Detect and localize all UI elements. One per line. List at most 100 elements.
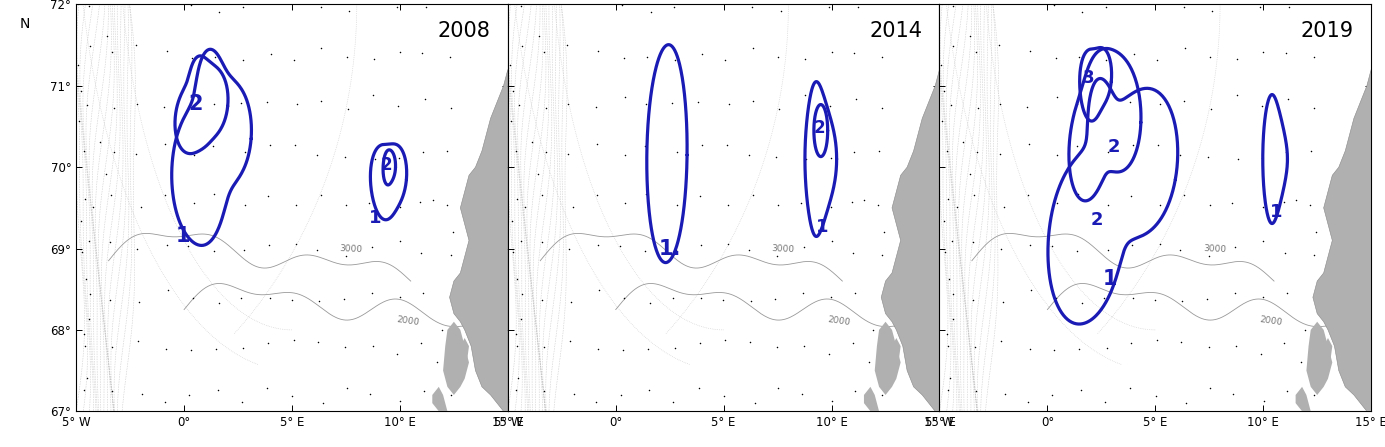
- Point: [233, 345, 255, 352]
- Point: [820, 154, 842, 161]
- Point: [202, 142, 224, 149]
- Point: [154, 140, 176, 148]
- Polygon shape: [922, 281, 931, 305]
- Point: [1199, 384, 1222, 391]
- Point: [1252, 397, 1274, 405]
- Point: [989, 245, 1011, 253]
- Polygon shape: [432, 387, 447, 411]
- Point: [742, 191, 765, 198]
- Point: [307, 297, 330, 304]
- Point: [528, 32, 550, 39]
- Point: [938, 343, 960, 350]
- Point: [499, 61, 521, 68]
- Polygon shape: [470, 200, 475, 224]
- Point: [1251, 102, 1273, 109]
- Point: [233, 246, 255, 253]
- Point: [933, 88, 956, 95]
- Polygon shape: [1345, 363, 1355, 387]
- Point: [1299, 202, 1321, 209]
- Point: [98, 239, 120, 246]
- Point: [334, 153, 356, 160]
- Point: [989, 150, 1011, 157]
- Point: [69, 88, 91, 95]
- Point: [281, 296, 303, 304]
- Point: [179, 392, 201, 399]
- Point: [1303, 104, 1325, 111]
- Polygon shape: [900, 200, 907, 224]
- Point: [357, 200, 379, 207]
- Point: [557, 101, 579, 108]
- Point: [1019, 47, 1042, 55]
- Point: [767, 54, 789, 61]
- Point: [71, 249, 93, 256]
- Point: [820, 238, 842, 245]
- Point: [1199, 54, 1222, 61]
- Polygon shape: [881, 70, 939, 411]
- Point: [335, 202, 357, 209]
- Point: [511, 42, 533, 50]
- Point: [792, 243, 814, 250]
- Point: [717, 202, 740, 209]
- Point: [1066, 101, 1089, 108]
- Point: [586, 191, 608, 198]
- Point: [1276, 289, 1298, 296]
- Point: [792, 289, 814, 296]
- Point: [73, 387, 96, 394]
- Point: [258, 241, 280, 249]
- Point: [967, 104, 989, 111]
- Point: [439, 104, 461, 111]
- Point: [586, 398, 608, 405]
- Polygon shape: [460, 338, 470, 363]
- Point: [535, 104, 557, 111]
- Point: [501, 88, 524, 95]
- Text: 1.: 1.: [658, 239, 681, 258]
- Point: [208, 300, 230, 307]
- Point: [530, 239, 553, 246]
- Point: [817, 3, 839, 10]
- Point: [281, 392, 303, 399]
- Point: [334, 344, 356, 351]
- Point: [794, 91, 816, 98]
- Point: [1042, 392, 1064, 399]
- Point: [1173, 191, 1195, 198]
- Point: [1172, 297, 1194, 304]
- Point: [1096, 4, 1118, 11]
- Point: [951, 139, 974, 146]
- Point: [256, 98, 278, 105]
- Text: 2: 2: [188, 94, 204, 114]
- Point: [640, 8, 662, 15]
- Point: [1018, 346, 1040, 353]
- Point: [511, 291, 533, 298]
- Point: [1150, 101, 1172, 108]
- Point: [1199, 105, 1222, 113]
- Point: [1120, 339, 1143, 346]
- Point: [335, 54, 357, 61]
- Point: [510, 316, 532, 323]
- Point: [936, 331, 958, 338]
- Point: [1097, 148, 1119, 155]
- Point: [129, 298, 151, 305]
- Point: [609, 242, 632, 249]
- Point: [820, 203, 842, 211]
- Text: 1: 1: [1102, 269, 1118, 289]
- Point: [1144, 296, 1166, 304]
- Point: [335, 252, 357, 259]
- Text: 2014: 2014: [870, 21, 922, 41]
- Point: [533, 48, 555, 55]
- Point: [767, 384, 789, 391]
- Point: [1273, 339, 1295, 346]
- Point: [1017, 398, 1039, 405]
- Point: [767, 202, 789, 209]
- Point: [1120, 193, 1143, 200]
- Point: [205, 345, 227, 352]
- Point: [130, 391, 152, 398]
- Point: [587, 47, 609, 55]
- Point: [819, 102, 841, 109]
- Point: [1071, 300, 1093, 307]
- Polygon shape: [1332, 200, 1339, 224]
- Point: [78, 316, 100, 323]
- Point: [1019, 287, 1042, 294]
- Point: [933, 249, 956, 256]
- Point: [256, 385, 278, 392]
- Point: [558, 337, 580, 344]
